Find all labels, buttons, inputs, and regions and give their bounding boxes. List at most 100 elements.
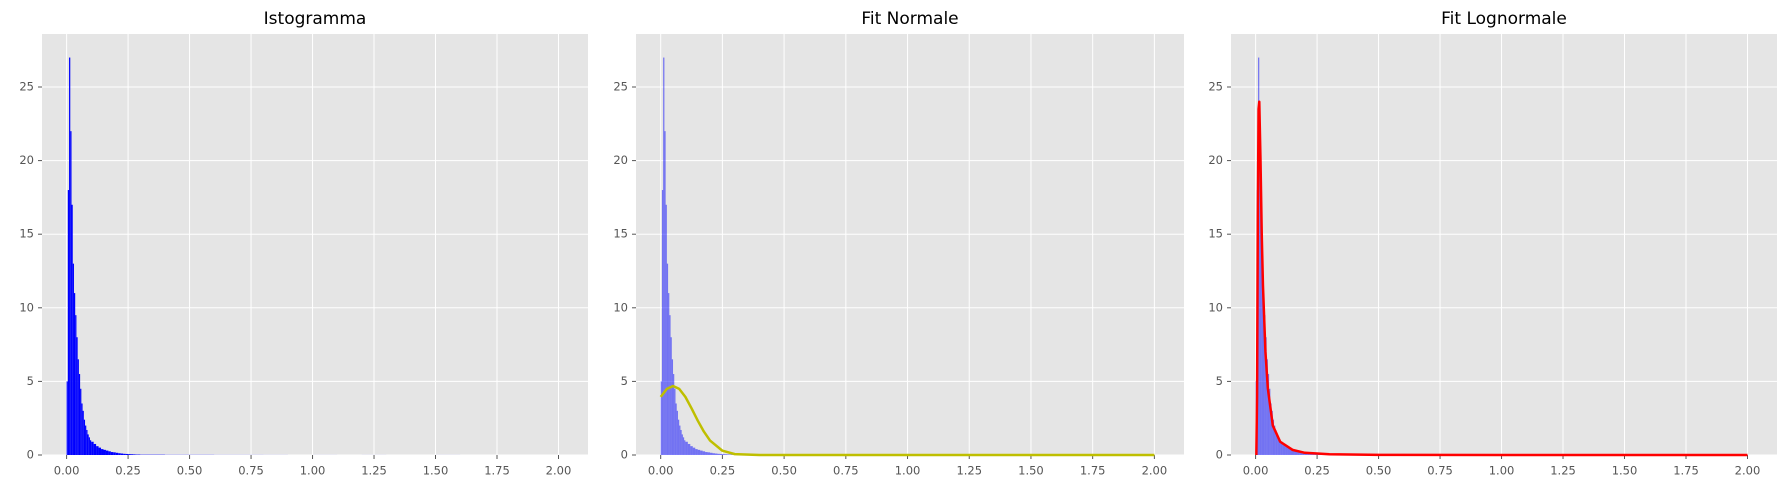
- x-tick-label: 1.50: [423, 464, 449, 478]
- plot-area: [1231, 34, 1777, 455]
- histogram-bar: [99, 448, 101, 455]
- y-tick-label: 15: [19, 227, 34, 241]
- chart-title: Fit Normale: [861, 9, 958, 29]
- y-tick-label: 15: [1208, 227, 1223, 241]
- y-tick-label: 25: [1208, 79, 1223, 93]
- histogram-bar: [688, 444, 690, 455]
- x-tick-label: 1.50: [1612, 464, 1638, 478]
- histogram-bar: [91, 442, 93, 455]
- histogram-bar: [722, 454, 724, 455]
- x-tick-label: 1.75: [1080, 464, 1106, 478]
- histogram-bar: [106, 451, 108, 455]
- histogram-bar: [695, 449, 697, 455]
- x-tick-label: 0.50: [1366, 464, 1392, 478]
- histogram-bar: [677, 411, 678, 455]
- x-tick-label: 0.25: [115, 464, 141, 478]
- histogram-bar: [727, 454, 729, 455]
- y-tick-label: 5: [621, 374, 628, 388]
- histogram-bar: [81, 403, 82, 455]
- histogram-bar: [131, 454, 133, 455]
- histogram-bar: [84, 420, 85, 455]
- x-tick-label: 2.00: [1735, 464, 1761, 478]
- y-tick-label: 0: [27, 448, 34, 462]
- histogram-bar: [693, 448, 695, 455]
- histogram-bar: [69, 58, 70, 455]
- x-tick-label: 0.75: [1427, 464, 1453, 478]
- histogram-bar: [715, 454, 717, 455]
- histogram-bar: [72, 205, 73, 455]
- histogram-bar: [667, 264, 668, 455]
- histogram-bar: [717, 454, 719, 455]
- histogram-bar: [76, 337, 77, 455]
- histogram-bar: [75, 315, 76, 455]
- y-tick-label: 5: [1216, 374, 1223, 388]
- histogram-bar: [116, 453, 118, 455]
- histogram-bar: [80, 389, 81, 455]
- histogram-bar: [118, 453, 120, 455]
- x-tick-label: 0.50: [771, 464, 797, 478]
- x-tick-label: 0.75: [238, 464, 264, 478]
- histogram-bar: [705, 452, 707, 455]
- histogram-bar: [73, 264, 74, 455]
- x-tick-label: 1.00: [300, 464, 326, 478]
- histogram-bar: [103, 450, 105, 455]
- y-tick-label: 10: [19, 300, 34, 314]
- histogram-bar: [690, 446, 692, 455]
- x-tick-label: 0.50: [177, 464, 203, 478]
- y-tick-label: 20: [1208, 153, 1223, 167]
- histogram-bar: [133, 454, 135, 455]
- y-tick-label: 25: [613, 79, 628, 93]
- histogram-bar: [710, 453, 712, 455]
- x-tick-label: 0.25: [1304, 464, 1330, 478]
- x-tick-label: 1.00: [1489, 464, 1515, 478]
- y-tick-label: 15: [613, 227, 628, 241]
- histogram-bar: [83, 411, 84, 455]
- histogram-bar: [89, 437, 90, 455]
- plot-area: [42, 34, 588, 455]
- histogram-bar: [79, 374, 80, 455]
- histogram-bar: [683, 437, 684, 455]
- chart-title: Fit Lognormale: [1441, 9, 1567, 29]
- histogram-bar: [698, 450, 700, 455]
- x-tick-label: 1.00: [895, 464, 921, 478]
- x-tick-label: 1.75: [484, 464, 510, 478]
- histogram-bar: [661, 381, 662, 455]
- histogram-bar: [685, 442, 687, 455]
- histogram-bar: [671, 337, 672, 455]
- histogram-bar: [713, 453, 715, 455]
- histogram-bar: [674, 389, 675, 455]
- y-tick-label: 10: [613, 300, 628, 314]
- x-tick-label: 0.25: [710, 464, 736, 478]
- histogram-bar: [720, 454, 722, 455]
- histogram-bar: [666, 205, 667, 455]
- histogram-bar: [101, 449, 103, 455]
- histogram-bar: [684, 440, 685, 455]
- plot-area: [636, 34, 1184, 455]
- histogram-bar: [96, 446, 98, 455]
- histogram-bar: [126, 454, 128, 455]
- x-tick-label: 1.25: [956, 464, 982, 478]
- histogram-bar: [78, 359, 79, 455]
- histogram-bar: [67, 381, 68, 455]
- x-tick-label: 2.00: [546, 464, 572, 478]
- histogram-bar: [70, 131, 71, 455]
- y-tick-label: 20: [613, 153, 628, 167]
- histogram-bar: [675, 403, 676, 455]
- histogram-bar: [669, 315, 670, 455]
- x-tick-label: 0.00: [1243, 464, 1269, 478]
- x-tick-label: 2.00: [1142, 464, 1168, 478]
- histogram-bar: [123, 454, 125, 455]
- histogram-bar: [678, 420, 679, 455]
- histogram-bar: [672, 359, 673, 455]
- histogram-bar: [113, 452, 115, 455]
- y-tick-label: 5: [27, 374, 34, 388]
- histogram-bar: [121, 454, 123, 455]
- x-tick-label: 1.50: [1018, 464, 1044, 478]
- histogram-bar: [88, 434, 89, 455]
- histogram-bar: [108, 451, 110, 455]
- histogram-bar: [662, 190, 663, 455]
- histogram-bar: [725, 454, 727, 455]
- y-tick-label: 0: [1216, 448, 1223, 462]
- histogram-bar: [111, 452, 113, 455]
- histogram-bar: [128, 454, 130, 455]
